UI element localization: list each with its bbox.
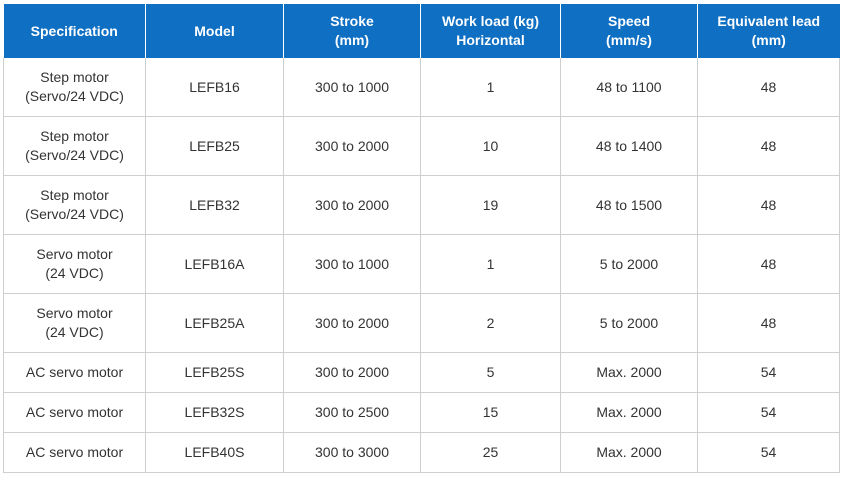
cell-lead: 48 (697, 116, 840, 176)
cell-model: LEFB25 (145, 116, 284, 176)
cell-workload: 25 (420, 432, 561, 473)
cell-model: LEFB32S (145, 392, 284, 433)
table-row: Step motor (Servo/24 VDC) LEFB25 300 to 2… (3, 116, 840, 176)
cell-specification: Step motor (Servo/24 VDC) (3, 116, 146, 176)
cell-lead: 54 (697, 392, 840, 433)
header-workload: Work load (kg) Horizontal (420, 4, 561, 58)
cell-model: LEFB16A (145, 234, 284, 294)
cell-lead: 48 (697, 58, 840, 117)
cell-speed: Max. 2000 (560, 432, 698, 473)
cell-workload: 2 (420, 293, 561, 353)
cell-specification: Step motor (Servo/24 VDC) (3, 175, 146, 235)
cell-lead: 54 (697, 432, 840, 473)
table-row: Step motor (Servo/24 VDC) LEFB16 300 to 1… (3, 58, 840, 117)
cell-stroke: 300 to 2000 (283, 352, 421, 393)
cell-workload: 10 (420, 116, 561, 176)
table-row: Servo motor (24 VDC) LEFB25A 300 to 2000 … (3, 293, 840, 353)
cell-specification: Servo motor (24 VDC) (3, 293, 146, 353)
cell-specification: Step motor (Servo/24 VDC) (3, 58, 146, 117)
cell-speed: 5 to 2000 (560, 293, 698, 353)
cell-workload: 15 (420, 392, 561, 433)
cell-workload: 19 (420, 175, 561, 235)
table-row: AC servo motor LEFB25S 300 to 2000 5 Max… (3, 352, 840, 393)
table-row: Step motor (Servo/24 VDC) LEFB32 300 to 2… (3, 175, 840, 235)
header-speed: Speed (mm/s) (560, 4, 698, 58)
cell-lead: 48 (697, 234, 840, 294)
table-header: Specification Model Stroke (mm) Work loa… (3, 4, 840, 58)
cell-model: LEFB16 (145, 58, 284, 117)
cell-stroke: 300 to 2000 (283, 175, 421, 235)
cell-specification: AC servo motor (3, 392, 146, 433)
table-row: AC servo motor LEFB40S 300 to 3000 25 Ma… (3, 432, 840, 473)
cell-model: LEFB25S (145, 352, 284, 393)
header-specification: Specification (3, 4, 146, 58)
cell-stroke: 300 to 2000 (283, 293, 421, 353)
cell-specification: Servo motor (24 VDC) (3, 234, 146, 294)
table-row: AC servo motor LEFB32S 300 to 2500 15 Ma… (3, 392, 840, 433)
cell-workload: 1 (420, 234, 561, 294)
cell-stroke: 300 to 2000 (283, 116, 421, 176)
cell-specification: AC servo motor (3, 432, 146, 473)
cell-stroke: 300 to 1000 (283, 58, 421, 117)
cell-speed: 5 to 2000 (560, 234, 698, 294)
cell-stroke: 300 to 3000 (283, 432, 421, 473)
cell-model: LEFB32 (145, 175, 284, 235)
header-equivalent-lead: Equivalent lead (mm) (697, 4, 840, 58)
header-row: Specification Model Stroke (mm) Work loa… (3, 4, 840, 58)
cell-lead: 48 (697, 293, 840, 353)
cell-specification: AC servo motor (3, 352, 146, 393)
cell-model: LEFB40S (145, 432, 284, 473)
cell-lead: 54 (697, 352, 840, 393)
cell-model: LEFB25A (145, 293, 284, 353)
header-model: Model (145, 4, 284, 58)
cell-speed: 48 to 1400 (560, 116, 698, 176)
cell-stroke: 300 to 2500 (283, 392, 421, 433)
table-row: Servo motor (24 VDC) LEFB16A 300 to 1000 … (3, 234, 840, 294)
cell-speed: 48 to 1500 (560, 175, 698, 235)
cell-speed: 48 to 1100 (560, 58, 698, 117)
table-body: Step motor (Servo/24 VDC) LEFB16 300 to 1… (3, 58, 840, 473)
cell-lead: 48 (697, 175, 840, 235)
spec-table: Specification Model Stroke (mm) Work loa… (3, 4, 840, 473)
header-stroke: Stroke (mm) (283, 4, 421, 58)
cell-speed: Max. 2000 (560, 392, 698, 433)
cell-stroke: 300 to 1000 (283, 234, 421, 294)
cell-workload: 1 (420, 58, 561, 117)
cell-workload: 5 (420, 352, 561, 393)
cell-speed: Max. 2000 (560, 352, 698, 393)
